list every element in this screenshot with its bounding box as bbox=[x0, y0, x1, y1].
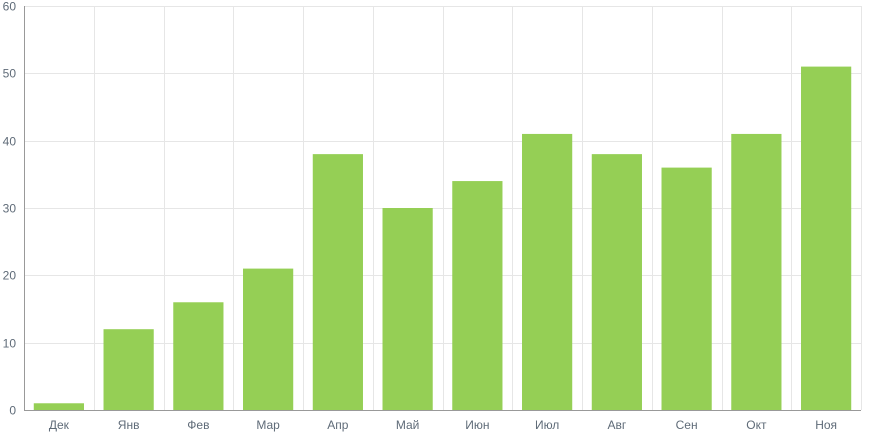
x-tick-label: Ноя bbox=[815, 418, 837, 432]
y-tick-label: 50 bbox=[3, 67, 17, 81]
axes-layer bbox=[24, 6, 861, 411]
bar-11 bbox=[731, 133, 782, 410]
bar-4 bbox=[243, 268, 294, 410]
bar-9 bbox=[591, 154, 642, 410]
x-tick-label: Май bbox=[396, 418, 420, 432]
x-tick-label: Апр bbox=[327, 418, 349, 432]
bar-12 bbox=[801, 66, 852, 410]
y-tick-label: 30 bbox=[3, 202, 17, 216]
x-tick-label: Авг bbox=[607, 418, 626, 432]
grid-layer bbox=[24, 6, 862, 411]
x-tick-label: Окт bbox=[746, 418, 767, 432]
x-tick-label: Сен bbox=[676, 418, 698, 432]
bars-layer bbox=[33, 66, 852, 410]
y-tick-label: 60 bbox=[3, 0, 17, 14]
x-tick-label: Июн bbox=[465, 418, 489, 432]
bar-5 bbox=[312, 154, 363, 410]
bar-1 bbox=[33, 403, 84, 410]
x-tick-label: Мар bbox=[256, 418, 280, 432]
x-tick-label: Дек bbox=[49, 418, 70, 432]
x-tick-label: Фев bbox=[187, 418, 209, 432]
y-tick-label: 40 bbox=[3, 135, 17, 149]
y-tick-label: 20 bbox=[3, 269, 17, 283]
y-tick-label: 10 bbox=[3, 337, 17, 351]
bar-8 bbox=[522, 133, 573, 410]
x-tick-label: Янв bbox=[118, 418, 140, 432]
bar-2 bbox=[103, 329, 154, 410]
bar-7 bbox=[452, 181, 503, 410]
bar-10 bbox=[661, 167, 712, 410]
bar-3 bbox=[173, 302, 224, 410]
labels-layer: 0 10 20 30 40 50 60 Дек Янв Фев Мар Апр Май Июн Июл Авг… bbox=[3, 0, 837, 432]
bar-6 bbox=[382, 208, 433, 410]
y-tick-label: 0 bbox=[9, 404, 16, 418]
x-tick-label: Июл bbox=[535, 418, 559, 432]
